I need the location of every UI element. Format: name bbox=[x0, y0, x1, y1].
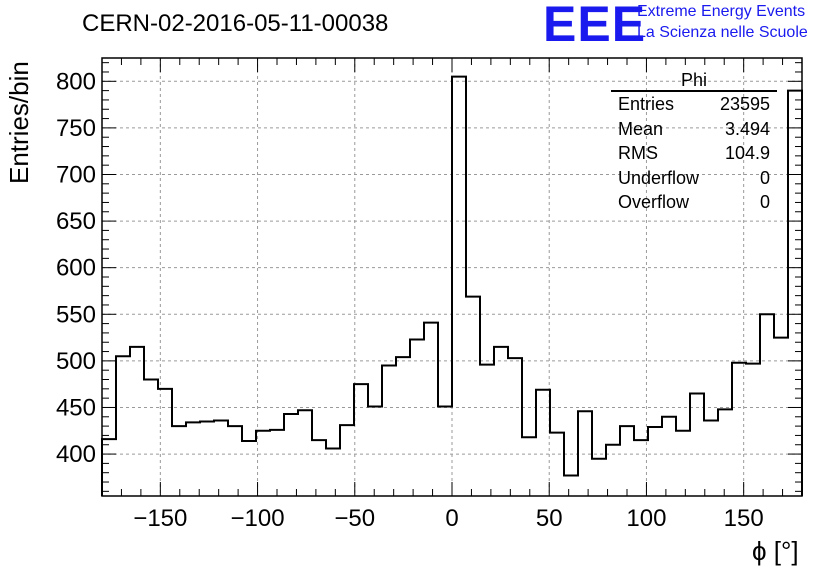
stats-row-rms: RMS 104.9 bbox=[611, 141, 777, 166]
histogram-bin bbox=[634, 440, 648, 496]
stats-value: 23595 bbox=[719, 94, 770, 114]
histogram-bin bbox=[718, 409, 732, 496]
stats-label: Entries bbox=[618, 94, 675, 114]
histogram-bin bbox=[550, 433, 564, 496]
histogram-bin bbox=[536, 390, 550, 496]
histogram-bin bbox=[326, 448, 340, 496]
histogram-bin bbox=[732, 363, 746, 496]
histogram-bin bbox=[270, 430, 284, 496]
chart-title: CERN-02-2016-05-11-00038 bbox=[82, 10, 389, 37]
plot-frame bbox=[101, 57, 803, 497]
histogram-bin bbox=[424, 323, 438, 496]
histogram-bin bbox=[760, 314, 774, 496]
histogram-bin bbox=[578, 411, 592, 496]
histogram-bin bbox=[172, 426, 186, 496]
histogram-bin bbox=[648, 427, 662, 496]
histogram-bin bbox=[186, 422, 200, 496]
histogram-bin bbox=[354, 384, 368, 496]
histogram-bin bbox=[116, 356, 130, 496]
histogram-bin bbox=[102, 439, 116, 496]
x-tick-label: −150 bbox=[133, 505, 187, 532]
stats-box: Phi Entries 23595 Mean 3.494 RMS 104.9 U… bbox=[611, 70, 777, 215]
histogram-bin bbox=[284, 414, 298, 496]
histogram-bin bbox=[662, 417, 676, 496]
stats-label: RMS bbox=[618, 143, 658, 163]
histogram-bin bbox=[396, 357, 410, 496]
histogram-bin bbox=[494, 347, 508, 496]
y-tick-label: 650 bbox=[56, 208, 96, 235]
y-tick-label: 800 bbox=[56, 68, 96, 95]
histogram-bin bbox=[774, 338, 788, 496]
histogram-bin bbox=[410, 339, 424, 496]
histogram-bin bbox=[466, 297, 480, 496]
x-tick-label: −50 bbox=[334, 505, 375, 532]
stats-label: Underflow bbox=[618, 167, 700, 188]
y-axis-label: Entries/bin bbox=[4, 61, 34, 184]
histogram-bin bbox=[480, 365, 494, 496]
stats-label: Mean bbox=[618, 118, 664, 139]
stats-title: Phi bbox=[611, 70, 777, 92]
histogram-bin bbox=[592, 459, 606, 496]
y-tick-label: 450 bbox=[56, 394, 96, 421]
stats-label: Overflow bbox=[618, 192, 690, 212]
stats-row-entries: Entries 23595 bbox=[611, 92, 777, 117]
histogram-outline bbox=[101, 75, 803, 496]
x-axis-label: ϕ [°] bbox=[752, 536, 799, 566]
histogram-bin bbox=[312, 440, 326, 496]
histogram-bin bbox=[144, 380, 158, 496]
y-tick-label: 400 bbox=[56, 441, 96, 468]
histogram-bin bbox=[452, 77, 466, 496]
eee-logo: EEE bbox=[543, 0, 647, 52]
histogram-bin bbox=[606, 445, 620, 496]
histogram-bin bbox=[228, 426, 242, 496]
x-tick-label: 100 bbox=[626, 505, 666, 532]
stats-row-mean: Mean 3.494 bbox=[611, 117, 777, 142]
histogram-bin bbox=[242, 441, 256, 496]
stats-value: 0 bbox=[759, 167, 770, 188]
logo-caption-line2: La Scienza nelle Scuole bbox=[637, 24, 808, 41]
histogram-bin bbox=[508, 358, 522, 496]
histogram-bin bbox=[158, 389, 172, 496]
logo-caption-line1: Extreme Energy Events bbox=[637, 3, 806, 20]
x-tick-label: 0 bbox=[445, 505, 458, 532]
x-tick-label: −100 bbox=[231, 505, 285, 532]
y-tick-label: 550 bbox=[56, 301, 96, 328]
histogram-bin bbox=[214, 421, 228, 496]
histogram-bin bbox=[298, 410, 312, 496]
histogram-bin bbox=[438, 407, 452, 496]
stats-value: 104.9 bbox=[724, 143, 770, 163]
x-tick-label: 150 bbox=[724, 505, 764, 532]
y-tick-label: 700 bbox=[56, 161, 96, 188]
histogram-bin bbox=[564, 475, 578, 496]
y-tick-label: 600 bbox=[56, 255, 96, 282]
stats-row-overflow: Overflow 0 bbox=[611, 190, 777, 215]
histogram-bin bbox=[704, 421, 718, 496]
histogram-bin bbox=[620, 426, 634, 496]
stats-row-underflow: Underflow 0 bbox=[611, 166, 777, 191]
y-tick-label: 500 bbox=[56, 348, 96, 375]
histogram-bin bbox=[340, 425, 354, 496]
histogram-bin bbox=[676, 431, 690, 496]
histogram-bin bbox=[382, 366, 396, 496]
stats-value: 0 bbox=[759, 192, 770, 212]
histogram-bin bbox=[746, 364, 760, 496]
histogram-bin bbox=[522, 437, 536, 496]
histogram-bin bbox=[200, 421, 214, 496]
histogram-bin bbox=[256, 431, 270, 496]
histogram-bin bbox=[788, 91, 802, 496]
histogram-bin bbox=[130, 347, 144, 496]
histogram-bin bbox=[368, 407, 382, 496]
y-tick-label: 750 bbox=[56, 115, 96, 142]
stats-value: 3.494 bbox=[724, 118, 770, 139]
histogram-bin bbox=[690, 393, 704, 496]
x-tick-label: 50 bbox=[536, 505, 563, 532]
